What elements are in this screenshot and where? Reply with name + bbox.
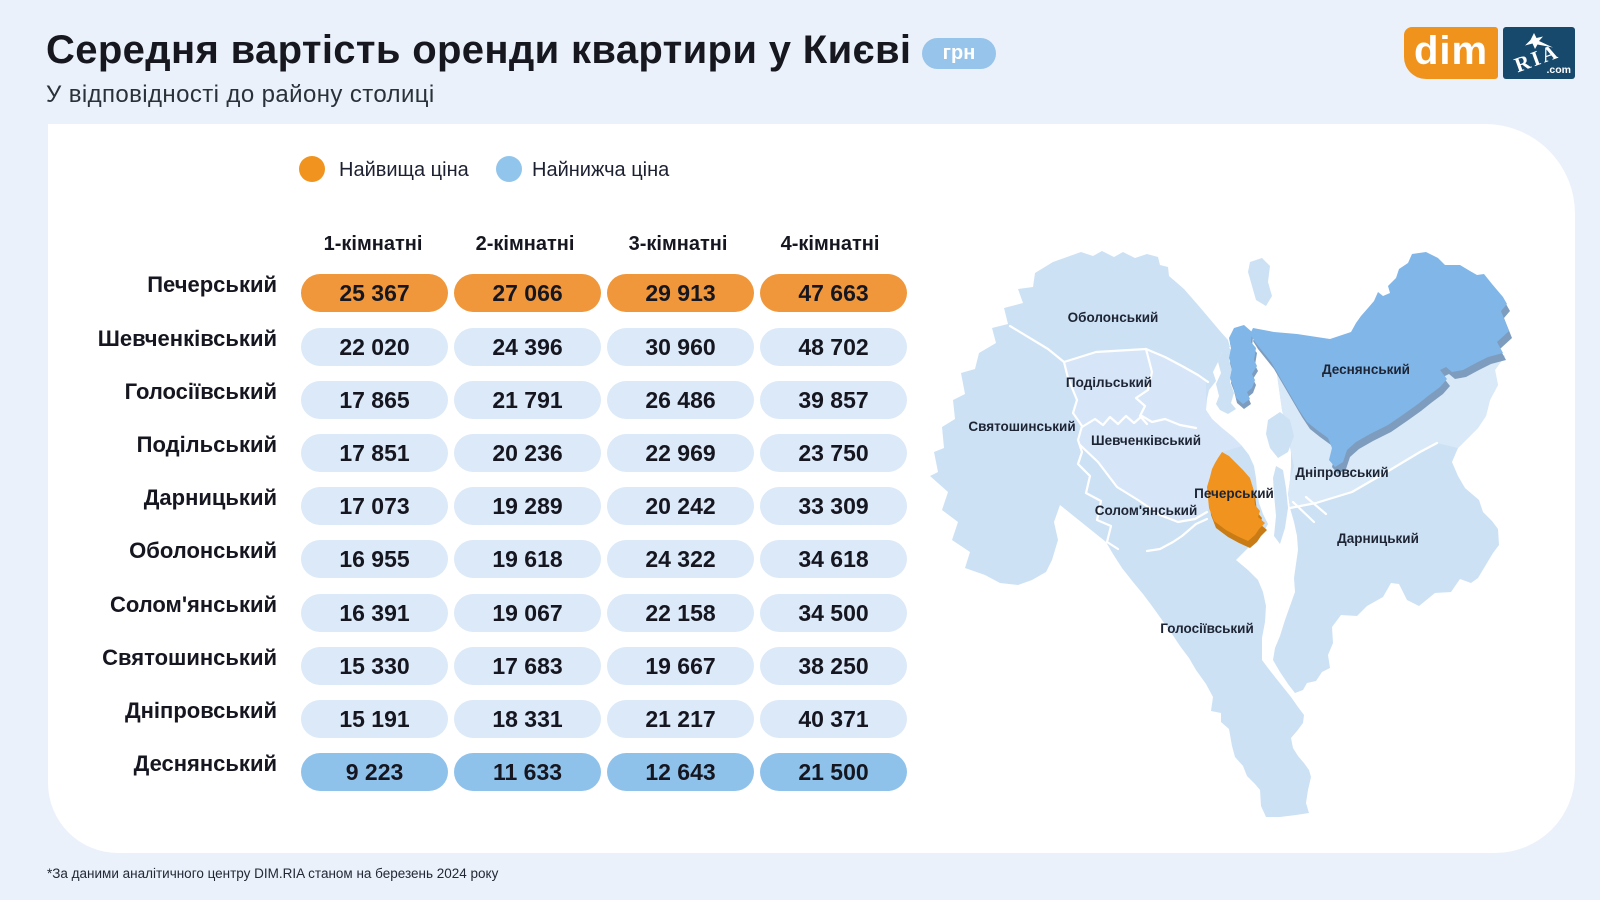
svg-text:Подільський: Подільський <box>1066 375 1152 390</box>
svg-text:Голосіївський: Голосіївський <box>1160 621 1254 636</box>
svg-text:Святошинський: Святошинський <box>968 419 1075 434</box>
svg-text:Дніпровський: Дніпровський <box>1295 465 1388 480</box>
svg-text:Солом'янський: Солом'янський <box>1095 503 1198 518</box>
svg-text:Печерський: Печерський <box>1194 486 1274 501</box>
svg-text:Шевченківський: Шевченківський <box>1091 433 1201 448</box>
svg-text:Оболонський: Оболонський <box>1068 310 1159 325</box>
svg-text:Деснянський: Деснянський <box>1322 362 1410 377</box>
svg-text:Дарницький: Дарницький <box>1337 531 1419 546</box>
